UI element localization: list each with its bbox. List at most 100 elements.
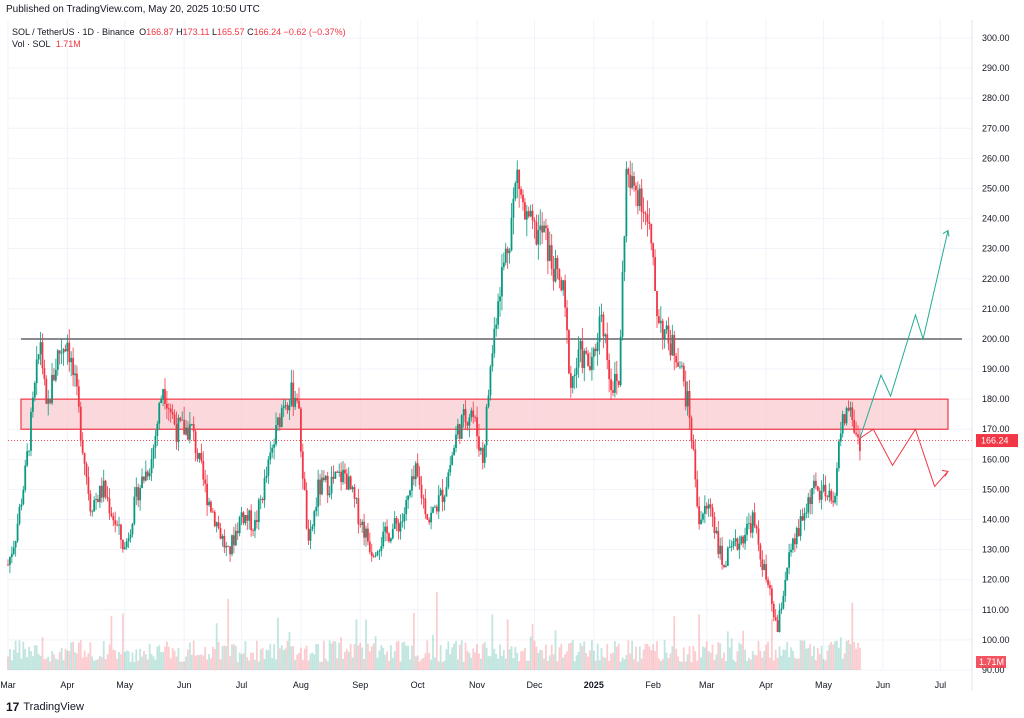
volume-bar (58, 652, 61, 670)
candle-body (770, 588, 773, 604)
volume-bar (384, 654, 387, 670)
candle-body (675, 355, 678, 363)
candle-body (485, 406, 488, 446)
volume-bar (692, 646, 695, 670)
volume-bar (141, 656, 143, 670)
candle-body (238, 516, 241, 534)
time-tick-label: Apr (759, 680, 773, 690)
candle-body (225, 545, 228, 548)
candle-body (269, 452, 272, 460)
volume-bar (257, 661, 260, 670)
published-header: Published on TradingView.com, May 20, 20… (6, 4, 260, 15)
volume-bar (702, 646, 704, 670)
volume-bar (282, 650, 285, 670)
candle-body (845, 408, 848, 424)
candle-body (855, 432, 858, 435)
volume-bar (573, 661, 576, 670)
volume-bar (133, 661, 136, 670)
volume-bar (108, 644, 111, 670)
candle-body (837, 441, 840, 469)
volume-bar (755, 655, 758, 670)
candle-body (166, 403, 168, 409)
symbol-label[interactable]: SOL / TetherUS · 1D · Binance (12, 27, 135, 37)
volume-bar (83, 650, 86, 670)
volume-bar (728, 647, 731, 670)
candle-body (31, 397, 34, 412)
candle-body (137, 487, 140, 501)
volume-bar (784, 649, 787, 670)
price-tick-label: 240.00 (982, 214, 1010, 224)
last-price-text: 166.24 (981, 436, 1009, 446)
volume-bar (430, 659, 432, 670)
volume-bar (148, 644, 151, 670)
volume-bar (606, 643, 609, 670)
volume-bar (837, 647, 840, 670)
volume-bar (650, 650, 653, 670)
volume-bar (456, 659, 459, 670)
candle-body (803, 513, 806, 521)
volume-bar (120, 654, 122, 670)
volume-bar (822, 658, 825, 670)
candle-body (717, 530, 720, 555)
volume-bar (608, 660, 611, 670)
volume-bar (298, 652, 300, 670)
candle-body (820, 490, 823, 500)
volume-bar (267, 650, 270, 670)
candle-body (495, 324, 498, 329)
candle-body (694, 449, 697, 480)
footer-brand[interactable]: 17 TradingView (6, 700, 84, 714)
volume-bar (305, 645, 308, 670)
volume-bar (146, 659, 149, 670)
volume-bar (296, 654, 298, 670)
volume-bar (602, 656, 605, 670)
candle-body (116, 524, 119, 526)
candle-body (121, 539, 124, 550)
volume-bar (31, 656, 34, 670)
volume-label[interactable]: Vol · SOL (12, 39, 51, 49)
candle-body (702, 513, 704, 520)
candle-body (324, 475, 327, 481)
candle-body (144, 471, 147, 481)
candle-body (167, 408, 170, 410)
volume-bar (353, 644, 356, 670)
candle-body (33, 383, 36, 398)
volume-bar (123, 651, 126, 670)
volume-bar (757, 640, 760, 670)
time-tick-label: Mar (699, 680, 715, 690)
candle-body (26, 451, 29, 466)
candle-body (332, 476, 335, 479)
volume-bar (441, 661, 444, 670)
candle-body (158, 403, 161, 424)
candle-body (106, 496, 109, 499)
candle-body (319, 479, 321, 495)
candle-body (349, 476, 352, 490)
volume-bar (679, 661, 681, 670)
volume-bar (307, 660, 310, 670)
candle-body (518, 169, 521, 190)
volume-bar (537, 652, 540, 670)
volume-bar (556, 661, 559, 670)
volume-bar (14, 640, 17, 670)
volume-bar (661, 659, 664, 670)
candle-body (10, 553, 13, 558)
volume-bar (610, 653, 612, 670)
candle-body (98, 485, 101, 503)
candle-body (813, 480, 815, 489)
candle-body (100, 485, 103, 498)
candle-body (334, 471, 337, 479)
volume-bar (158, 645, 161, 670)
volume-bar (428, 652, 431, 670)
candle-body (778, 610, 781, 632)
volume-bar (292, 646, 295, 670)
candle-body (368, 541, 371, 552)
volume-bar (497, 658, 500, 670)
bullish-arrow-head (942, 229, 950, 237)
volume-bar (619, 661, 622, 670)
candle-body (826, 496, 829, 498)
volume-bar (47, 656, 50, 670)
candle-body (600, 314, 603, 317)
volume-bar (437, 661, 440, 670)
volume-bar (26, 657, 29, 670)
volume-bar (621, 657, 624, 670)
